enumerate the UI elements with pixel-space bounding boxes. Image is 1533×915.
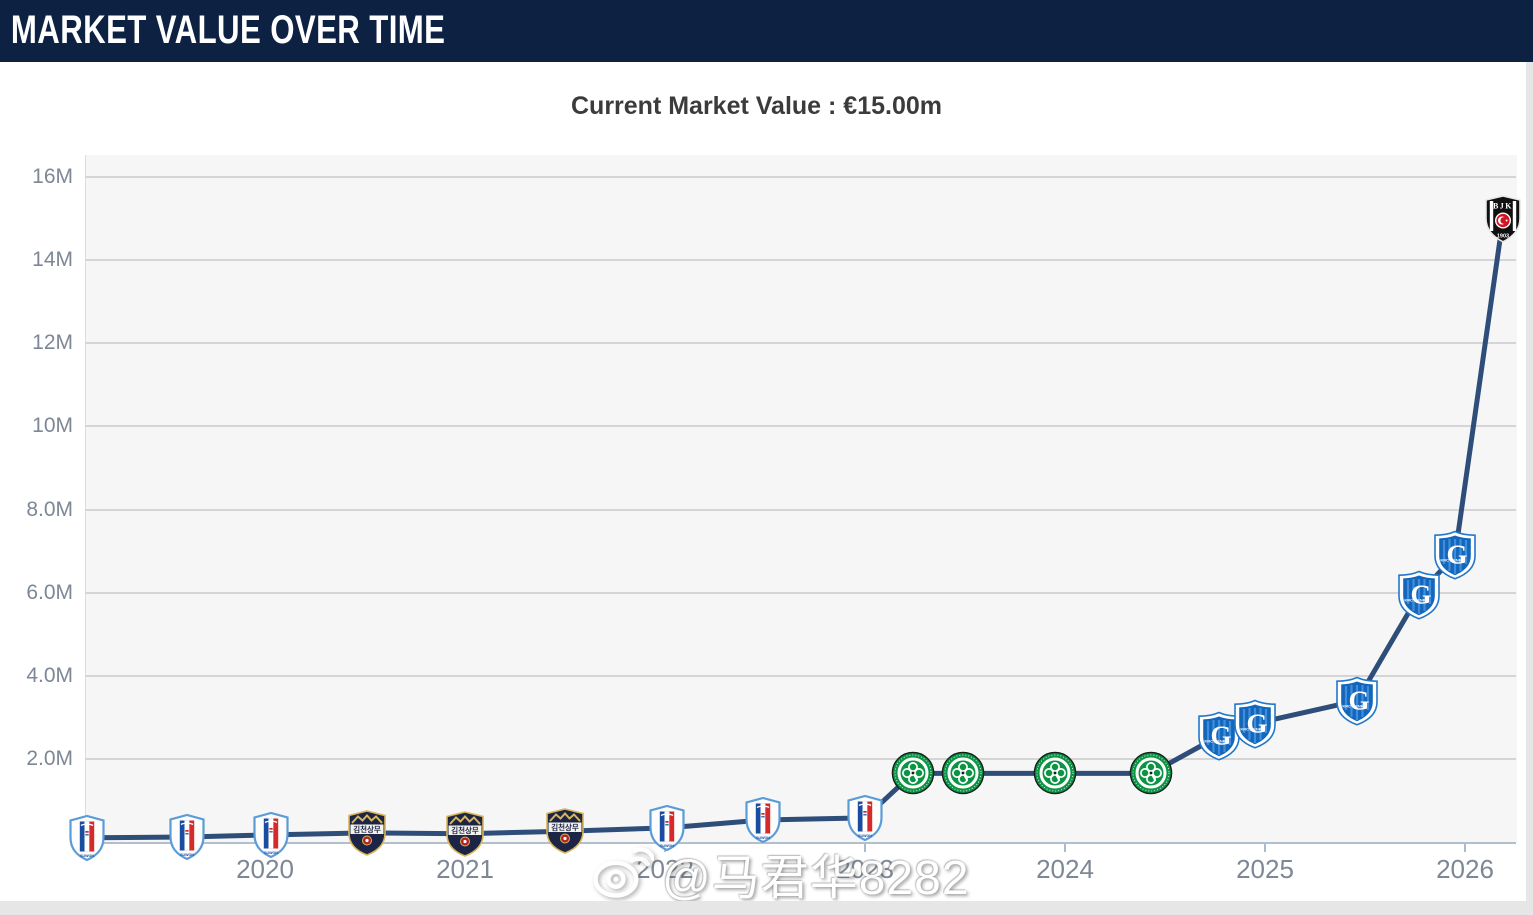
marker-genk[interactable]: G KRC GENK [1232,699,1278,749]
svg-text:김천상무: 김천상무 [551,822,579,832]
suwon-crest-icon: SUWON [847,794,883,842]
y-axis-label: 12M [32,331,73,355]
y-gridline [85,591,1516,594]
suwon-crest-icon: SUWON [69,814,105,862]
x-axis-label: 2020 [236,854,294,884]
suwon-crest-icon: SUWON [253,811,289,859]
genk-crest-icon: G KRC GENK [1234,699,1276,749]
celtic-crest-icon [1129,752,1173,795]
svg-text:KRC GENK: KRC GENK [1404,597,1425,602]
svg-text:KRC GENK: KRC GENK [1342,703,1363,708]
svg-text:SUWON: SUWON [756,836,770,840]
svg-text:1903: 1903 [1497,233,1509,239]
svg-text:G: G [1210,721,1231,751]
suwon-crest-icon: SUWON [649,804,685,852]
besiktas-crest-icon: BJK 1903 [1485,194,1521,243]
gimcheon-crest-icon: 김천상무 [348,810,386,856]
marker-suwon[interactable]: SUWON [648,804,686,852]
x-axis-label: 2026 [1436,854,1494,884]
x-axis-label: 2023 [836,854,894,884]
gimcheon-crest-icon: 김천상무 [546,808,584,855]
y-axis-label: 14M [32,248,73,272]
marker-celtic[interactable] [941,751,985,795]
marker-celtic[interactable] [1129,751,1173,795]
celtic-crest-icon [1033,752,1077,795]
y-axis-label: 8.0M [26,497,73,521]
y-gridline [85,674,1516,677]
genk-crest-icon: G KRC GENK [1336,676,1378,726]
svg-text:SUWON: SUWON [80,854,94,858]
page-edge-right [1526,62,1533,915]
marker-suwon[interactable]: SUWON [252,811,290,859]
svg-text:SUWON: SUWON [264,851,278,855]
x-axis-label: 2022 [636,854,694,884]
x-axis-line [85,842,1516,844]
current-market-value-label: Current Market Value : €15.00m [571,92,942,120]
marker-suwon[interactable]: SUWON [744,796,782,844]
y-axis-label: 10M [32,414,73,438]
y-axis-label: 4.0M [26,663,73,687]
y-axis-label: 2.0M [26,746,73,770]
marker-genk[interactable]: G KRC GENK [1334,676,1380,726]
y-axis-label: 16M [32,165,73,188]
svg-text:G: G [1410,579,1431,609]
y-gridline [85,425,1516,428]
marker-gimcheon[interactable]: 김천상무 [444,810,486,857]
svg-text:G: G [1246,708,1267,738]
celtic-crest-icon [941,752,985,795]
svg-text:김천상무: 김천상무 [353,824,381,834]
y-gridline [85,259,1516,262]
marker-celtic[interactable] [891,751,935,795]
page-edge-bottom [0,901,1533,915]
svg-text:BJK: BJK [1493,201,1513,210]
x-axis-label: 2025 [1236,854,1294,884]
marker-genk[interactable]: G KRC GENK [1432,530,1478,580]
celtic-crest-icon [891,752,935,795]
marker-gimcheon[interactable]: 김천상무 [544,808,586,855]
y-gridline [85,176,1516,178]
marker-celtic[interactable] [1033,751,1077,795]
svg-text:SUWON: SUWON [660,844,674,848]
svg-text:KRC GENK: KRC GENK [1240,726,1261,731]
marker-gimcheon[interactable]: 김천상무 [346,810,388,856]
svg-text:G: G [1348,685,1369,715]
svg-text:SUWON: SUWON [858,834,872,838]
x-axis-tick [1464,844,1466,852]
svg-text:KRC GENK: KRC GENK [1440,558,1461,563]
marker-besiktas[interactable]: BJK 1903 [1483,194,1523,243]
y-axis-label: 6.0M [26,580,73,604]
suwon-crest-icon: SUWON [169,813,205,861]
y-gridline [85,342,1516,345]
x-axis-tick [1064,844,1066,852]
x-axis-tick [864,844,866,852]
page-title: MARKET VALUE OVER TIME [10,8,446,52]
x-axis-label: 2021 [436,854,494,884]
x-axis-label: 2024 [1036,854,1094,884]
genk-crest-icon: G KRC GENK [1434,530,1476,580]
marker-suwon[interactable]: SUWON [168,813,206,861]
suwon-crest-icon: SUWON [745,796,781,844]
gimcheon-crest-icon: 김천상무 [446,810,484,857]
svg-text:G: G [1446,540,1467,570]
marker-suwon[interactable]: SUWON [68,814,106,862]
marker-suwon[interactable]: SUWON [846,794,884,842]
svg-text:KRC GENK: KRC GENK [1204,739,1225,744]
y-gridline [85,508,1516,511]
y-gridline [85,757,1516,760]
header-bar: MARKET VALUE OVER TIME [0,0,1533,62]
svg-text:김천상무: 김천상무 [451,825,479,835]
svg-text:SUWON: SUWON [180,853,194,857]
x-axis-tick [1264,844,1266,852]
